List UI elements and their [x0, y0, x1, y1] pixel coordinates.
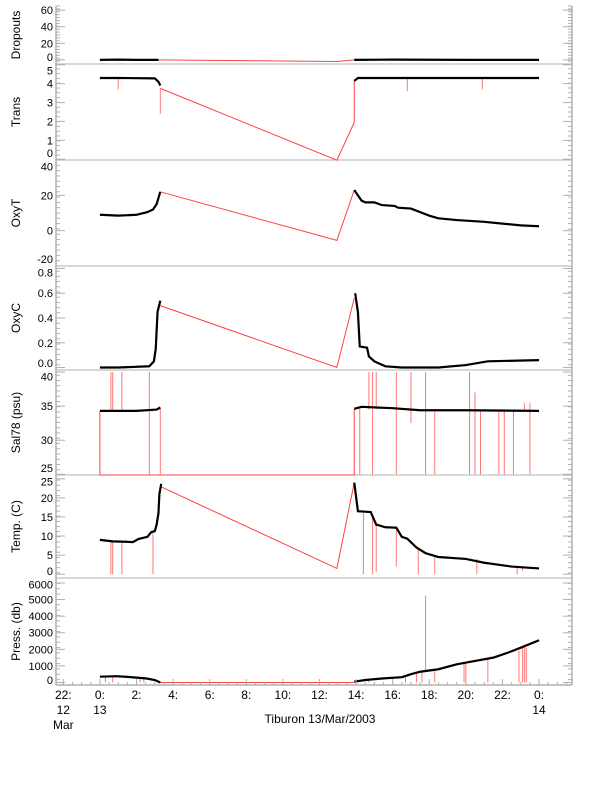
x-tick-label: 2: [132, 688, 142, 702]
y-tick-label: 25 [41, 477, 53, 489]
y-tick-label: 40 [41, 162, 53, 174]
y-axis-title: Temp. (C) [9, 500, 23, 553]
x-tick-label: 14: [348, 688, 365, 702]
x-axis-title: Tiburon 13/Mar/2003 [264, 712, 376, 726]
y-tick-label: 30 [41, 435, 53, 447]
y-axis-title: Trans [9, 97, 23, 127]
x-tick-label: 20: [458, 688, 475, 702]
data-series-line [354, 293, 540, 369]
y-tick-label: 0.2 [38, 338, 53, 350]
panel-2: -20 0 20 40 OxyT [9, 159, 573, 267]
y-tick-label: 15 [41, 512, 53, 524]
data-series-line [353, 189, 540, 228]
y-tick-label: 5000 [29, 595, 53, 607]
interpolated-series-line [160, 79, 355, 161]
x-tick-label: 12 [57, 703, 71, 717]
y-tick-label: 3 [47, 98, 53, 110]
interpolated-series-line [160, 482, 355, 570]
panel-0: 0 20 40 60 Dropouts [9, 5, 573, 65]
x-tick-label: 10: [275, 688, 292, 702]
y-tick-label: 0 [47, 52, 53, 64]
y-axis-title: Press. (db) [9, 602, 23, 661]
y-tick-label: 1000 [29, 661, 53, 673]
y-axis-title: OxyC [9, 303, 23, 333]
panel-4: 25 30 35 40 Sal78 (psu) [9, 369, 573, 476]
y-tick-label: 5 [47, 550, 53, 562]
y-tick-label: 0 [47, 566, 53, 578]
y-axis-title: OxyT [9, 198, 23, 227]
y-tick-label: 5 [47, 66, 53, 78]
panel-3: 0.0 0.2 0.4 0.6 0.8 OxyC [9, 265, 573, 371]
x-tick-label: Mar [53, 718, 74, 732]
x-tick-label: 4: [168, 688, 178, 702]
y-tick-label: 25 [41, 463, 53, 475]
y-tick-label: 1 [47, 135, 53, 147]
y-tick-label: 40 [41, 22, 53, 34]
y-axis-title: Dropouts [9, 11, 23, 60]
data-series-line [353, 76, 540, 82]
data-series-line [99, 406, 161, 413]
y-tick-label: 0 [47, 675, 53, 687]
data-series-line [99, 191, 162, 217]
data-series-line [99, 76, 162, 87]
y-tick-label: 0 [47, 226, 53, 238]
x-tick-label: 22: [494, 688, 511, 702]
y-tick-label: 60 [41, 5, 53, 17]
data-series-line [353, 405, 540, 413]
interpolated-series-line [160, 298, 355, 369]
y-tick-label: 0.0 [38, 358, 53, 370]
x-tick-label: 16: [384, 688, 401, 702]
y-tick-label: 40 [41, 372, 53, 384]
x-tick-label: 18: [421, 688, 438, 702]
x-tick-label: 12: [311, 688, 328, 702]
y-tick-label: 2 [47, 116, 53, 128]
data-series-line [353, 482, 540, 570]
y-tick-label: 0 [47, 148, 53, 160]
y-tick-label: 0.4 [38, 313, 53, 325]
panel-1: 01 2 3 45 Trans [9, 63, 573, 161]
y-tick-label: 10 [41, 531, 53, 543]
y-tick-label: 2000 [29, 644, 53, 656]
interpolated-series-line [158, 59, 355, 63]
x-tick-label: 8: [241, 688, 251, 702]
y-axis-title: Sal78 (psu) [9, 392, 23, 453]
data-series-line [99, 300, 162, 369]
x-tick-label: 6: [205, 688, 215, 702]
x-tick-label: 22: [55, 688, 72, 702]
interpolated-series-line [99, 408, 355, 476]
x-tick-label: 13 [93, 703, 107, 717]
data-series-line [354, 639, 540, 683]
y-tick-label: 6000 [29, 580, 53, 592]
data-series-line [99, 483, 163, 544]
interpolated-series-line [160, 189, 355, 241]
y-tick-label: 3000 [29, 628, 53, 640]
y-tick-label: 35 [41, 401, 53, 413]
x-tick-label: 0: [534, 688, 544, 702]
x-tick-label: 14 [532, 703, 546, 717]
x-tick-label: 0: [95, 688, 105, 702]
y-tick-label: 4 [47, 79, 53, 91]
y-tick-label: 4000 [29, 611, 53, 623]
y-tick-label: 20 [41, 190, 53, 202]
panel-5: 0 5 10 15 20 25 Temp. (C) [9, 474, 573, 579]
y-tick-label: 20 [41, 493, 53, 505]
y-tick-label: 0.8 [38, 268, 53, 280]
y-tick-label: 0.6 [38, 288, 53, 300]
data-series-line [99, 675, 161, 684]
y-tick-label: -20 [37, 254, 53, 266]
y-tick-label: 20 [41, 38, 53, 50]
panel-6: 0 1000 2000 3000 4000 5000 6000 Press. (db) [9, 577, 573, 687]
